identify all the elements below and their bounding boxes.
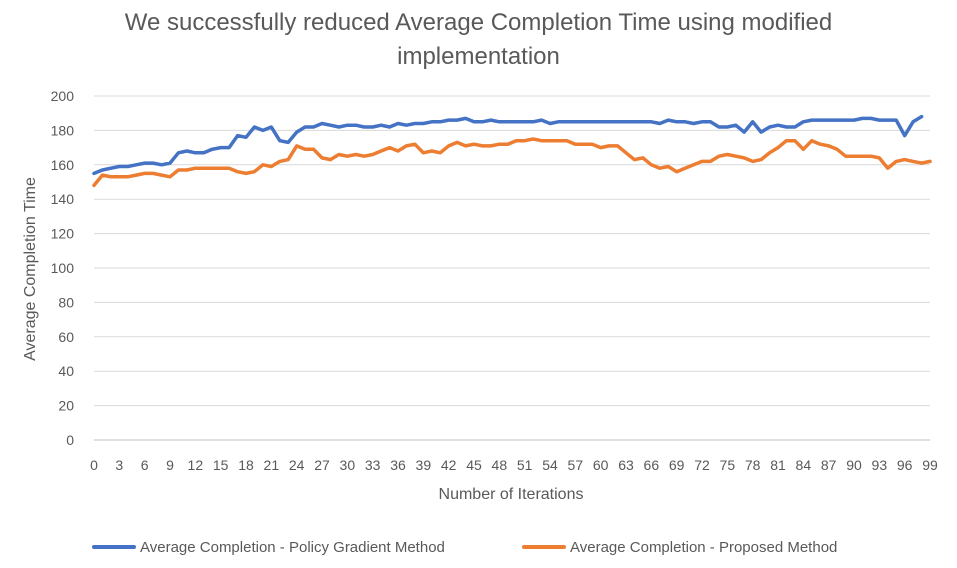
legend-swatch-policy-gradient	[92, 545, 136, 549]
x-tick-label-69: 69	[669, 457, 685, 473]
gridlines	[94, 95, 930, 441]
y-tick-label-80: 80	[58, 294, 74, 310]
x-tick-label-33: 33	[365, 457, 381, 473]
x-tick-label-12: 12	[188, 457, 204, 473]
x-axis-title: Number of Iterations	[439, 486, 584, 503]
x-tick-label-78: 78	[745, 457, 761, 473]
x-tick-label-3: 3	[115, 457, 123, 473]
x-axis-ticks: 0 3 6 9 12 15 18 21 24 27 30 33 36 39 42 45 48 51 54 57 60 63…	[90, 457, 938, 473]
x-tick-label-66: 66	[644, 457, 660, 473]
legend-item-proposed: Average Completion - Proposed Method	[522, 536, 837, 558]
x-tick-label-87: 87	[821, 457, 837, 473]
y-axis-title: Average Completion Time	[22, 177, 39, 361]
x-tick-label-99: 99	[922, 457, 938, 473]
legend-swatch-proposed	[522, 545, 566, 549]
x-tick-label-15: 15	[213, 457, 229, 473]
y-tick-label-100: 100	[51, 260, 75, 276]
y-tick-label-20: 20	[58, 398, 74, 414]
x-tick-label-36: 36	[390, 457, 406, 473]
y-tick-label-40: 40	[58, 363, 74, 379]
legend-label-proposed: Average Completion - Proposed Method	[570, 538, 838, 556]
x-tick-label-45: 45	[466, 457, 482, 473]
x-tick-label-21: 21	[264, 457, 280, 473]
x-tick-label-63: 63	[618, 457, 634, 473]
x-tick-label-81: 81	[770, 457, 786, 473]
x-tick-label-27: 27	[314, 457, 330, 473]
x-tick-label-30: 30	[340, 457, 356, 473]
x-tick-label-75: 75	[720, 457, 736, 473]
x-tick-label-24: 24	[289, 457, 305, 473]
x-tick-label-42: 42	[441, 457, 457, 473]
x-tick-label-48: 48	[492, 457, 508, 473]
chart-title: We successfully reduced Average Completi…	[124, 9, 833, 70]
x-tick-label-0: 0	[90, 457, 98, 473]
x-tick-label-18: 18	[238, 457, 254, 473]
y-tick-label-200: 200	[51, 88, 75, 104]
x-tick-label-93: 93	[872, 457, 888, 473]
series-line-proposed	[92, 137, 932, 188]
y-tick-label-60: 60	[58, 329, 74, 345]
x-tick-label-9: 9	[166, 457, 174, 473]
x-tick-label-39: 39	[416, 457, 432, 473]
x-tick-label-6: 6	[141, 457, 149, 473]
x-tick-label-60: 60	[593, 457, 609, 473]
y-tick-label-140: 140	[51, 191, 75, 207]
x-tick-label-96: 96	[897, 457, 913, 473]
series-lines	[92, 114, 932, 188]
y-tick-label-160: 160	[51, 157, 75, 173]
x-tick-label-57: 57	[568, 457, 584, 473]
chart-title-container: We successfully reduced Average Completi…	[0, 6, 957, 74]
x-tick-label-84: 84	[796, 457, 812, 473]
y-tick-label-0: 0	[66, 432, 74, 448]
x-tick-label-54: 54	[542, 457, 558, 473]
legend-item-policy-gradient: Average Completion - Policy Gradient Met…	[92, 536, 445, 558]
legend: Average Completion - Policy Gradient Met…	[0, 536, 957, 558]
x-tick-label-72: 72	[694, 457, 710, 473]
y-axis-ticks: 0 20 40 60 80 100 120 140 160 180 200	[51, 88, 75, 448]
series-line-policy-gradient	[92, 114, 924, 176]
y-tick-label-180: 180	[51, 122, 75, 138]
x-tick-label-51: 51	[517, 457, 533, 473]
legend-label-policy-gradient: Average Completion - Policy Gradient Met…	[140, 538, 445, 556]
y-tick-label-120: 120	[51, 226, 75, 242]
x-tick-label-90: 90	[846, 457, 862, 473]
